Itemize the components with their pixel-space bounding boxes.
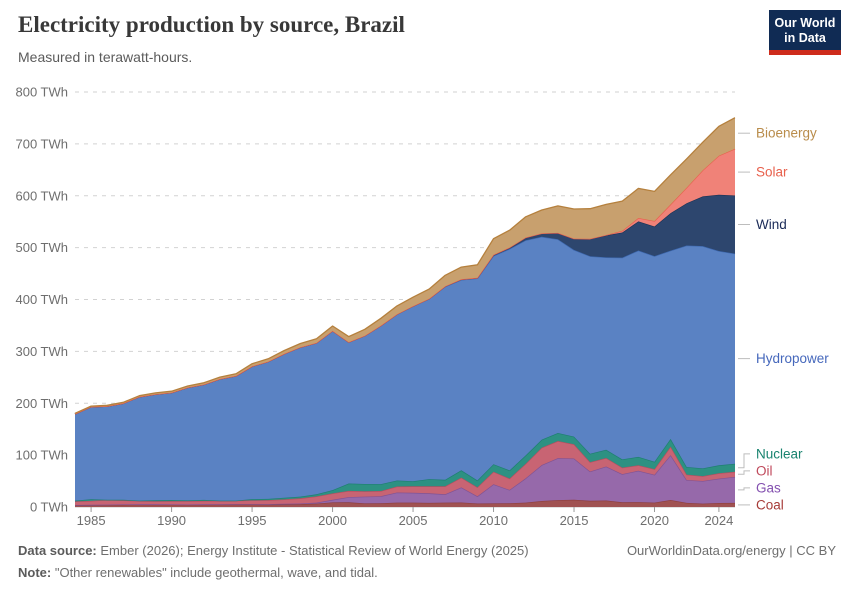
legend-connector-nuclear	[738, 453, 750, 469]
stacked-area-chart: 0 TWh 100 TWh 200 TWh 300 TWh 400 TWh 500 TWh…	[15, 85, 829, 528]
y-tick-label: 200 TWh	[15, 396, 68, 411]
owid-logo[interactable]: Our World in Data	[769, 10, 841, 55]
x-tick-label: 2000	[318, 513, 347, 528]
legend-label-coal[interactable]: Coal	[756, 497, 784, 512]
legend-connector-oil	[738, 470, 750, 475]
legend-label-oil[interactable]: Oil	[756, 463, 773, 478]
area-hydropower[interactable]	[75, 236, 735, 501]
x-tick-label: 2010	[479, 513, 508, 528]
legend-label-gas[interactable]: Gas	[756, 480, 781, 495]
legend-label-solar[interactable]: Solar	[756, 165, 788, 180]
chart-footer: Data source: Ember (2026); Energy Instit…	[18, 543, 836, 580]
area-outline-bioenergy	[74, 117, 736, 414]
x-tick-label: 1990	[157, 513, 186, 528]
owid-logo-line1: Our World	[774, 16, 836, 30]
x-tick-label: 1985	[77, 513, 106, 528]
area-wind[interactable]	[75, 194, 735, 414]
note-text: "Other renewables" include geothermal, w…	[54, 565, 378, 580]
y-tick-label: 0 TWh	[30, 500, 68, 515]
data-source-line: Data source: Ember (2026); Energy Instit…	[18, 543, 529, 558]
x-tick-label: 2005	[399, 513, 428, 528]
y-tick-label: 600 TWh	[15, 188, 68, 203]
legend-label-wind[interactable]: Wind	[756, 217, 787, 232]
legend-label-nuclear[interactable]: Nuclear	[756, 446, 803, 461]
legend-label-bioenergy[interactable]: Bioenergy	[756, 126, 817, 141]
legend-label-hydropower[interactable]: Hydropower	[756, 351, 829, 366]
y-tick-label: 100 TWh	[15, 448, 68, 463]
y-tick-label: 700 TWh	[15, 136, 68, 151]
chart-subtitle: Measured in terawatt-hours.	[18, 49, 193, 65]
y-tick-label: 400 TWh	[15, 292, 68, 307]
y-tick-label: 300 TWh	[15, 344, 68, 359]
page-title: Electricity production by source, Brazil	[18, 12, 405, 37]
note-label: Note:	[18, 565, 52, 580]
area-oil[interactable]	[75, 441, 735, 505]
area-gas[interactable]	[75, 455, 735, 506]
area-coal[interactable]	[75, 499, 735, 507]
x-tick-label: 2024	[704, 513, 733, 528]
legend-connector-gas	[738, 487, 750, 491]
x-tick-label: 2020	[640, 513, 669, 528]
x-tick-label: 2015	[560, 513, 589, 528]
y-tick-label: 800 TWh	[15, 85, 68, 100]
data-source-text: Ember (2026); Energy Institute - Statist…	[100, 543, 529, 558]
note-line: Note: "Other renewables" include geother…	[18, 565, 836, 580]
data-source-label: Data source:	[18, 543, 97, 558]
x-tick-label: 1995	[238, 513, 267, 528]
y-tick-label: 500 TWh	[15, 240, 68, 255]
credit-link[interactable]: OurWorldinData.org/energy | CC BY	[626, 543, 836, 558]
owid-logo-line2: in Data	[784, 31, 826, 45]
